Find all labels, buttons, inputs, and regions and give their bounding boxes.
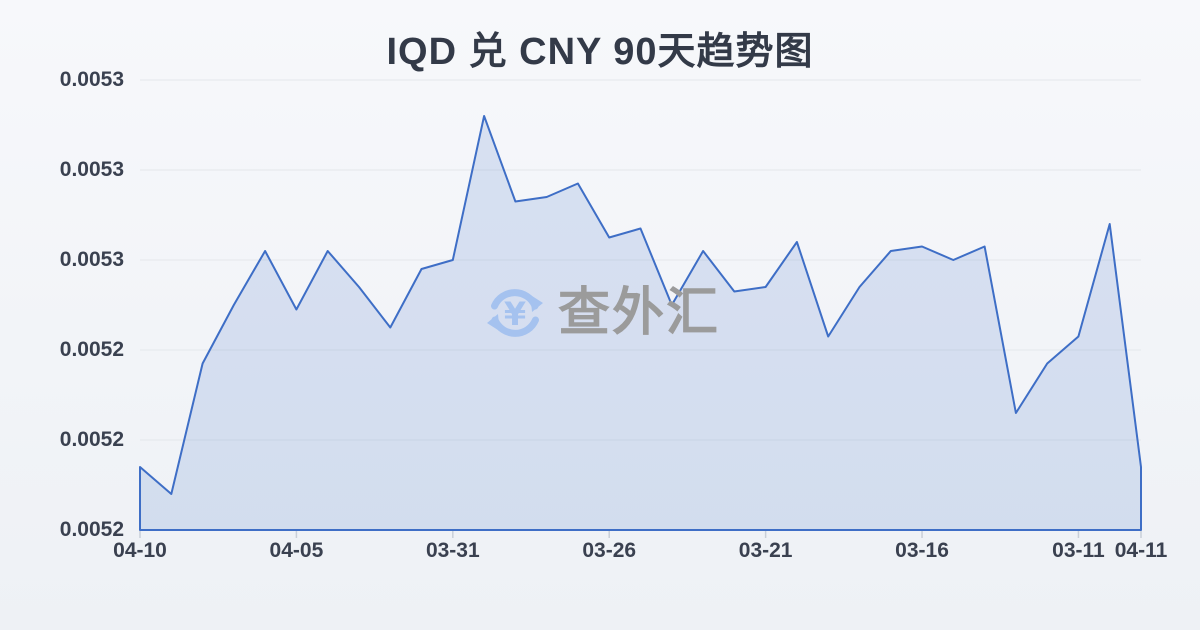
x-axis-label: 03-11 — [1052, 539, 1105, 562]
y-axis-label: 0.0052 — [59, 338, 124, 361]
x-axis-label: 03-16 — [895, 539, 949, 562]
y-axis-label: 0.0052 — [59, 518, 124, 541]
y-axis-label: 0.0053 — [59, 158, 124, 181]
x-axis-label: 03-21 — [738, 539, 793, 562]
x-axis-label: 03-26 — [582, 539, 637, 562]
x-axis-label: 03-31 — [425, 539, 480, 562]
x-axis-label: 04-11 — [1114, 539, 1168, 562]
y-axis-label: 0.0053 — [59, 68, 124, 91]
x-axis-label: 04-10 — [113, 539, 167, 562]
y-axis-label: 0.0053 — [59, 248, 124, 271]
x-axis-label: 04-05 — [269, 539, 324, 562]
chart-title: IQD 兑 CNY 90天趋势图 — [386, 31, 814, 73]
y-axis-label: 0.0052 — [59, 428, 124, 451]
trend-area-series — [139, 115, 1142, 531]
